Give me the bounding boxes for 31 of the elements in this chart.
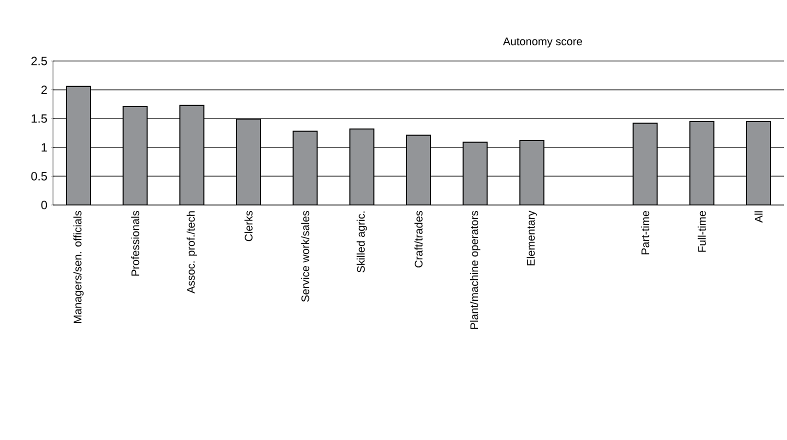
x-tick-label: Managers/sen. officials [73,210,84,323]
bar [292,130,318,205]
y-tick-label: 2 [41,86,47,94]
x-tick-label: Craft/trades [414,210,423,268]
bar [632,122,658,205]
x-tick-label: All [754,211,762,223]
x-tick-label: Plant/machine operators [470,210,480,329]
bar [406,134,432,205]
x-tick-label: Part-time [641,211,650,254]
bar [236,118,262,205]
bar [122,106,148,205]
y-tick-label: 1 [42,143,47,152]
x-tick-label: Elementary [526,210,537,266]
bar [349,128,374,205]
x-tick-label: Full-time [698,211,706,252]
y-tick-label: 1.5 [32,114,47,123]
x-tick-label: Service work/sales [301,210,310,302]
bar [519,140,544,205]
bar [462,142,488,205]
y-tick-label: 2.5 [31,56,47,66]
bar [66,86,92,205]
y-tick-label: 0.5 [31,172,47,180]
x-tick-label: Clerks [244,210,253,242]
x-tick-label: Assoc. prof./tech [186,211,197,294]
x-tick-label: Skilled agric. [356,212,367,272]
bar [689,120,714,205]
bar [179,104,204,205]
x-tick-label: Professionals [131,210,140,276]
chart-title: Autonomy score [503,38,582,48]
y-tick-label: 0 [41,200,48,210]
bar [746,120,772,205]
